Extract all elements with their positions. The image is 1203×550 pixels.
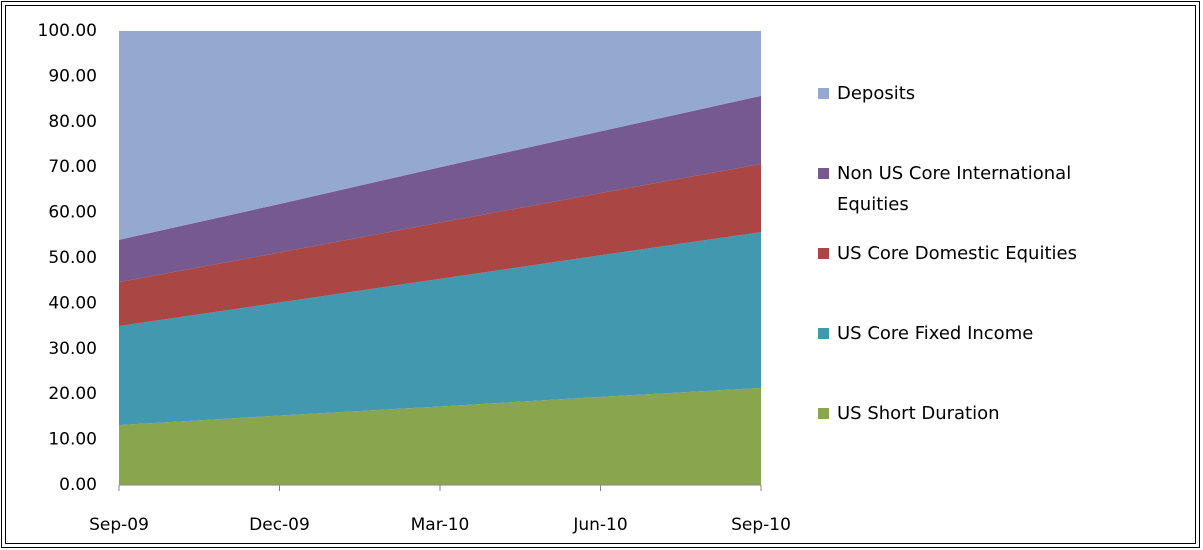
x-tick-label: Sep-09: [89, 515, 149, 535]
x-tick-label: Sep-10: [731, 515, 791, 535]
y-tick-label: 50.00: [48, 248, 97, 268]
y-tick-label: 0.00: [59, 475, 97, 495]
legend-label: Deposits: [837, 83, 916, 104]
y-tick-label: 80.00: [48, 112, 97, 132]
legend-label: Non US Core International Equities: [837, 163, 1072, 215]
x-tick-label: Dec-09: [249, 515, 310, 535]
legend-label: US Core Domestic Equities: [837, 243, 1077, 264]
legend-item: Deposits: [818, 78, 1127, 109]
legend-item: US Core Domestic Equities: [818, 238, 1127, 269]
area: [119, 232, 761, 426]
legend-swatch: [818, 408, 829, 419]
y-tick-label: 100.00: [38, 21, 97, 41]
area: [119, 31, 761, 240]
legend-swatch: [818, 168, 829, 179]
y-tick-label: 70.00: [48, 157, 97, 177]
legend-swatch: [818, 328, 829, 339]
y-tick-label: 10.00: [48, 430, 97, 450]
legend-item: Non US Core International Equities: [818, 158, 1127, 220]
legend-swatch: [818, 248, 829, 259]
legend-item: US Core Fixed Income: [818, 318, 1127, 349]
area: [119, 387, 761, 485]
area: [119, 95, 761, 283]
y-tick-label: 40.00: [48, 293, 97, 313]
area: [119, 164, 761, 327]
legend-swatch: [818, 88, 829, 99]
y-tick-label: 90.00: [48, 66, 97, 86]
y-tick-label: 60.00: [48, 203, 97, 223]
legend-label: US Short Duration: [837, 403, 1000, 424]
legend-item: US Short Duration: [818, 398, 1127, 429]
x-tick-label: Jun-10: [572, 515, 627, 535]
y-tick-label: 20.00: [48, 384, 97, 404]
x-tick-label: Mar-10: [411, 515, 470, 535]
legend-label: US Core Fixed Income: [837, 323, 1034, 344]
inner-border: [5, 5, 1196, 544]
y-tick-label: 30.00: [48, 339, 97, 359]
